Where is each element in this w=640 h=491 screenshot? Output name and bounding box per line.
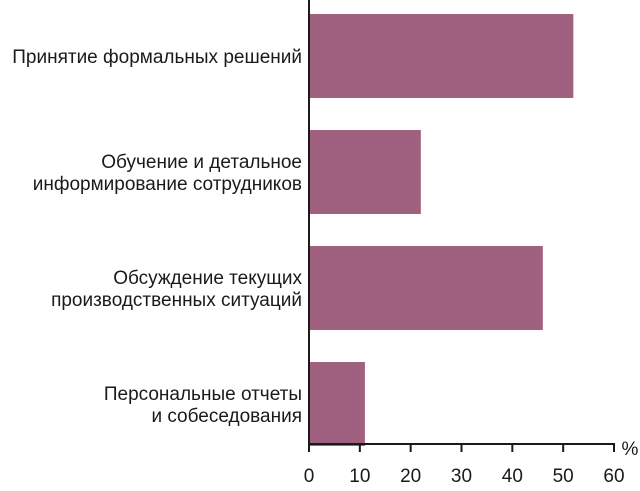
x-tick-label-4: 40 [502, 466, 523, 487]
category-label-line: и собеседования [151, 406, 302, 427]
bar-1 [309, 130, 421, 214]
category-label-line: информирование сотрудников [33, 174, 302, 195]
category-label-line: производственных ситуаций [51, 290, 302, 311]
x-axis: 0 10 20 30 40 50 60% [304, 0, 639, 487]
bar-2 [309, 246, 543, 330]
category-label-line: Обсуждение текущих [113, 268, 302, 289]
x-tick-label-2: 20 [400, 466, 421, 487]
category-label-line: Обучение и детальное [101, 152, 302, 173]
x-tick-label-0: 0 [304, 466, 315, 487]
x-tick-label-3: 30 [451, 466, 472, 487]
bars-group [309, 14, 574, 446]
x-tick-label-5: 50 [553, 466, 574, 487]
category-labels-group: Принятие формальных решений Обучение и де… [12, 47, 302, 427]
category-label-line: Принятие формальных решений [12, 47, 302, 68]
bar-3 [309, 362, 365, 446]
bar-0 [309, 14, 574, 98]
unit-label: % [622, 439, 639, 460]
category-label-0: Принятие формальных решений [12, 47, 302, 68]
x-tick-label-6: 60 [603, 466, 624, 487]
x-tick-label-1: 10 [349, 466, 370, 487]
category-label-line: Персональные отчеты [104, 384, 302, 405]
